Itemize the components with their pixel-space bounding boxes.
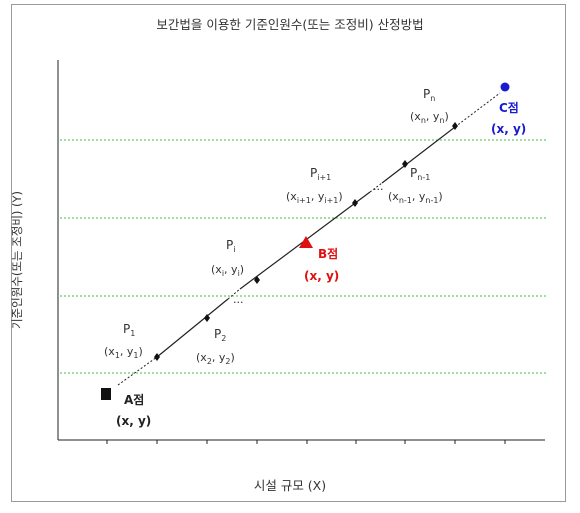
point-b-marker [299, 236, 313, 248]
point-b-label: B점 [318, 246, 338, 261]
point-b-coords: (x, y) [304, 269, 339, 283]
extrapolation-line-start [117, 356, 158, 386]
marker-p1 [154, 353, 160, 361]
series-point-labels: P1 (x1, y1) P2 (x2, y2) Pi (xi, yi) Pi+1… [104, 87, 449, 366]
interpolation-line-gap [369, 182, 383, 193]
marker-p2 [204, 314, 210, 322]
coords-pi1: (xi+1, yi+1) [286, 190, 343, 205]
x-axis-label: 시설 규모 (X) [253, 478, 327, 493]
label-pn1: Pn-1 [410, 166, 430, 182]
label-p2: P2 [214, 327, 226, 343]
x-ticks [106, 440, 506, 444]
point-a-coords: (x, y) [116, 414, 151, 428]
ellipsis-mark: ... [233, 293, 244, 306]
marker-pn1 [402, 160, 408, 168]
extrapolation-line-end [454, 92, 501, 128]
interpolation-line-gap [227, 288, 241, 300]
label-p1: P1 [123, 322, 135, 338]
marker-pn [452, 122, 458, 130]
marker-pi [254, 276, 260, 284]
coords-pn1: (xn-1, yn-1) [388, 190, 443, 205]
point-a-marker [101, 388, 111, 400]
figure-title: 보간법을 이용한 기준인원수(또는 조정비) 산정방법 [156, 17, 424, 32]
label-pn: Pn [423, 87, 435, 103]
point-c-coords: (x, y) [491, 122, 526, 136]
label-pi1: Pi+1 [310, 166, 331, 182]
coords-p2: (x2, y2) [196, 351, 235, 366]
point-c-marker [500, 82, 510, 92]
label-pi: Pi [226, 238, 235, 254]
interpolation-line [381, 126, 456, 184]
coords-pi: (xi, yi) [211, 263, 244, 278]
point-a-label: A점 [124, 392, 144, 407]
point-c-label: C점 [499, 100, 519, 115]
marker-pi1 [352, 199, 358, 207]
interpolation-line [156, 298, 229, 358]
ellipsis-mark: ... [373, 180, 384, 193]
coords-p1: (x1, y1) [104, 345, 143, 360]
coords-pn: (xn, yn) [410, 110, 449, 125]
point-markers [154, 122, 458, 361]
